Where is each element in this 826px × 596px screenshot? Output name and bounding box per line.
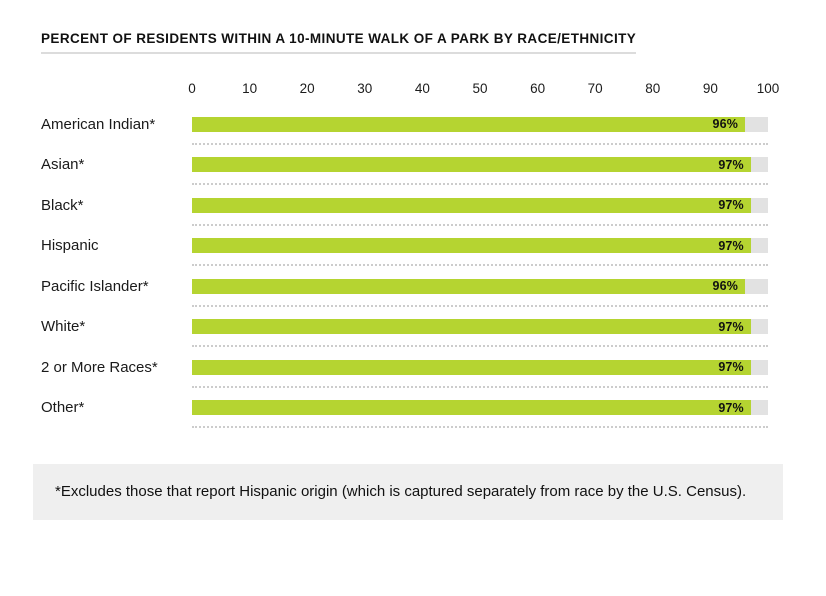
bar-track: 96%	[192, 278, 768, 294]
bar: 97%	[192, 359, 751, 375]
row-separator	[192, 426, 768, 428]
row-separator	[192, 223, 768, 226]
row-separator	[192, 264, 768, 266]
x-tick-label: 40	[414, 81, 430, 96]
chart-row: Black* 97%	[41, 185, 826, 226]
x-axis: 0 10 20 30 40 50 60 70 80 90 100	[188, 81, 779, 104]
bar-value-label: 97%	[718, 238, 744, 253]
page-title: PERCENT OF RESIDENTS WITHIN A 10-MINUTE …	[41, 31, 637, 54]
x-tick-label: 90	[702, 81, 718, 96]
bar-track: 96%	[192, 116, 768, 132]
bar: 97%	[192, 319, 751, 335]
bar-track: 97%	[192, 400, 768, 416]
chart-row: Other* 97%	[41, 388, 826, 428]
row-separator	[192, 304, 768, 307]
bar-value-label: 96%	[712, 117, 738, 132]
footnote: *Excludes those that report Hispanic ori…	[33, 464, 783, 520]
bar-value-label: 97%	[718, 319, 744, 334]
chart-row: Pacific Islander* 96%	[41, 266, 826, 307]
bar-track: 97%	[192, 359, 768, 375]
title-wrap: PERCENT OF RESIDENTS WITHIN A 10-MINUTE …	[41, 30, 826, 54]
chart-row: American Indian* 96%	[41, 104, 826, 145]
footnote-text: *Excludes those that report Hispanic ori…	[55, 483, 747, 500]
category-label: 2 or More Races*	[41, 358, 158, 376]
chart-row: 2 or More Races* 97%	[41, 347, 826, 388]
category-label: Asian*	[41, 156, 85, 174]
x-tick-label: 30	[357, 81, 373, 96]
chart-page: PERCENT OF RESIDENTS WITHIN A 10-MINUTE …	[0, 30, 826, 596]
x-tick-label: 0	[188, 81, 196, 96]
category-label: White*	[41, 318, 86, 336]
category-label: American Indian*	[41, 115, 156, 133]
x-tick-label: 50	[472, 81, 488, 96]
x-tick-label: 80	[645, 81, 661, 96]
bar: 97%	[192, 197, 751, 213]
bar-value-label: 97%	[718, 400, 744, 415]
bar-value-label: 97%	[718, 198, 744, 213]
bar: 97%	[192, 400, 751, 416]
category-label: Other*	[41, 399, 85, 417]
row-separator	[192, 183, 768, 185]
x-tick-label: 10	[242, 81, 258, 96]
row-separator	[192, 142, 768, 145]
bar: 96%	[192, 278, 745, 294]
bar: 97%	[192, 238, 751, 254]
chart-row: Asian* 97%	[41, 145, 826, 185]
bar-track: 97%	[192, 157, 768, 173]
bar-track: 97%	[192, 319, 768, 335]
chart-row: Hispanic 97%	[41, 226, 826, 266]
x-tick-label: 70	[587, 81, 603, 96]
bar-value-label: 97%	[718, 360, 744, 375]
bar-track: 97%	[192, 197, 768, 213]
bar: 97%	[192, 157, 751, 173]
row-separator	[192, 345, 768, 347]
category-label: Black*	[41, 196, 84, 214]
bar-chart: 0 10 20 30 40 50 60 70 80 90 100 American Indian* 9…	[41, 81, 826, 428]
category-label: Pacific Islander*	[41, 277, 149, 295]
chart-row: White* 97%	[41, 307, 826, 347]
bar: 96%	[192, 116, 745, 132]
bar-value-label: 97%	[718, 157, 744, 172]
row-separator	[192, 385, 768, 388]
bar-value-label: 96%	[712, 279, 738, 294]
bar-track: 97%	[192, 238, 768, 254]
x-tick-label: 100	[756, 81, 780, 96]
x-tick-label: 60	[530, 81, 546, 96]
x-tick-label: 20	[299, 81, 315, 96]
chart-rows: American Indian* 96% Asian* 97% Black* 97% His…	[41, 104, 826, 428]
category-label: Hispanic	[41, 237, 99, 255]
